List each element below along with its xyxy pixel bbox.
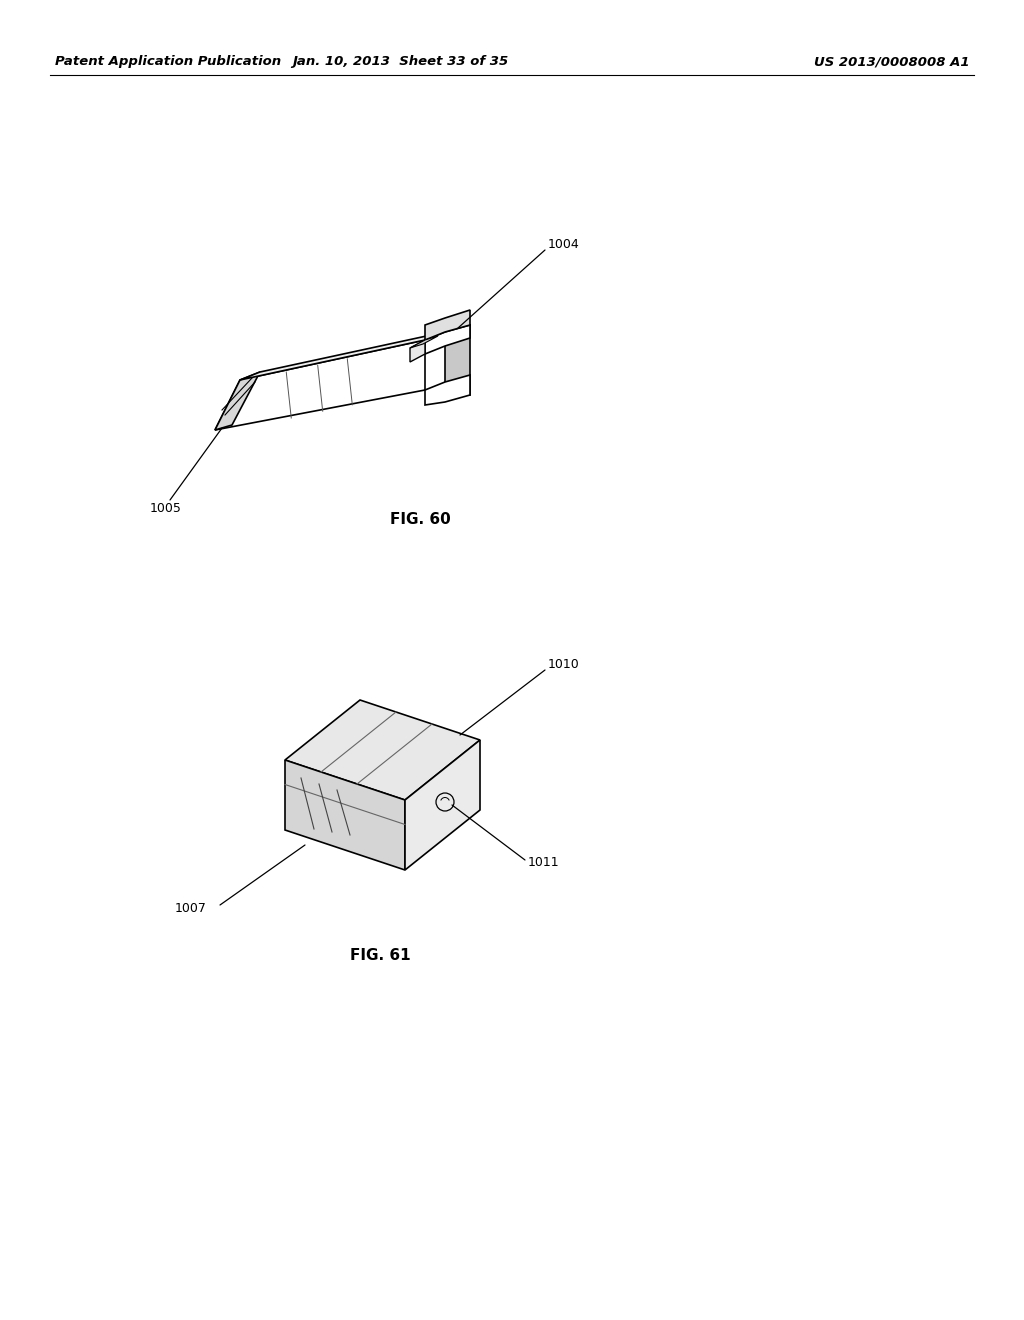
Text: FIG. 61: FIG. 61	[349, 948, 411, 962]
Text: Patent Application Publication: Patent Application Publication	[55, 55, 282, 69]
Polygon shape	[285, 700, 480, 800]
Polygon shape	[215, 372, 260, 430]
Polygon shape	[410, 337, 438, 348]
Text: FIG. 60: FIG. 60	[389, 512, 451, 528]
Text: US 2013/0008008 A1: US 2013/0008008 A1	[814, 55, 970, 69]
Polygon shape	[445, 325, 470, 395]
Polygon shape	[425, 375, 470, 405]
Polygon shape	[410, 341, 425, 362]
Polygon shape	[240, 333, 445, 380]
Text: 1005: 1005	[150, 502, 182, 515]
Polygon shape	[406, 741, 480, 870]
Text: Jan. 10, 2013  Sheet 33 of 35: Jan. 10, 2013 Sheet 33 of 35	[292, 55, 508, 69]
Polygon shape	[215, 341, 425, 430]
Text: 1007: 1007	[175, 902, 207, 915]
Polygon shape	[285, 760, 406, 870]
Polygon shape	[425, 325, 470, 354]
Text: 1010: 1010	[548, 659, 580, 672]
Text: 1011: 1011	[528, 857, 560, 870]
Polygon shape	[425, 310, 470, 341]
Text: 1004: 1004	[548, 239, 580, 252]
